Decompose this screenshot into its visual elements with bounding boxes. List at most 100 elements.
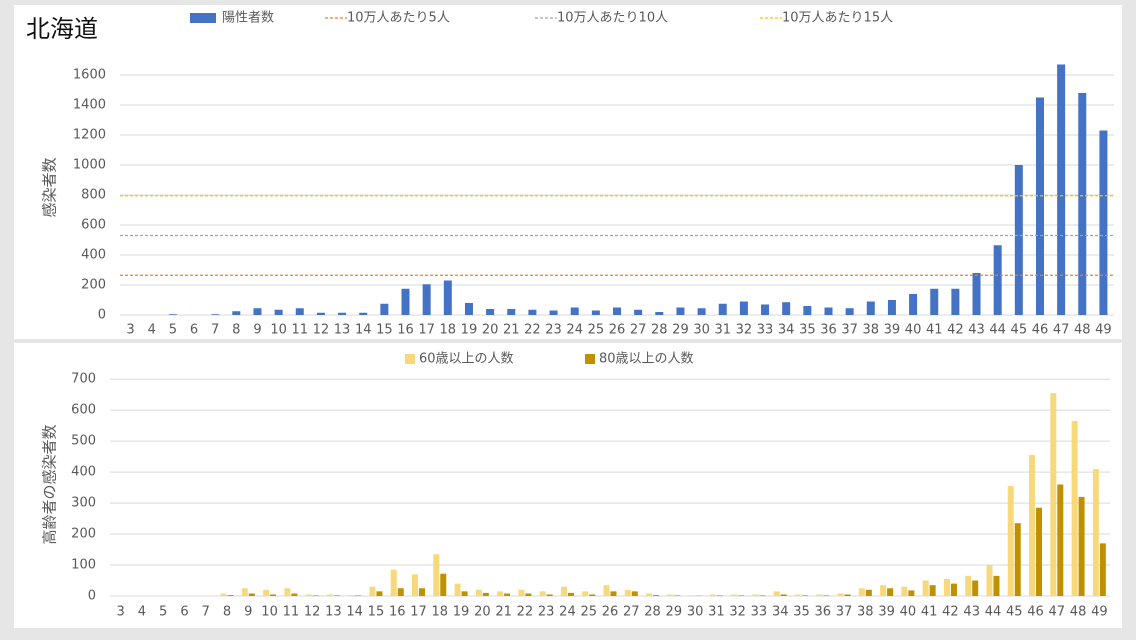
y-tick-label: 1000 bbox=[73, 158, 106, 173]
x-tick-label: 9 bbox=[244, 605, 252, 620]
x-tick-label: 12 bbox=[304, 605, 321, 620]
bar bbox=[486, 309, 495, 315]
bar bbox=[930, 288, 939, 315]
bar bbox=[634, 309, 643, 315]
bar bbox=[824, 307, 833, 315]
x-tick-label: 14 bbox=[355, 323, 372, 338]
bar bbox=[419, 588, 426, 596]
bar bbox=[794, 594, 801, 596]
x-tick-label: 48 bbox=[1074, 323, 1091, 338]
bar bbox=[291, 593, 298, 596]
x-tick-label: 42 bbox=[947, 323, 964, 338]
x-tick-label: 26 bbox=[602, 605, 619, 620]
bar bbox=[782, 302, 791, 315]
bar bbox=[504, 593, 511, 596]
y-tick-label: 0 bbox=[88, 589, 96, 604]
x-tick-label: 46 bbox=[1027, 605, 1044, 620]
x-tick-label: 3 bbox=[116, 605, 124, 620]
y-tick-label: 300 bbox=[71, 496, 96, 511]
bar bbox=[567, 592, 574, 596]
bar bbox=[376, 591, 383, 596]
bar bbox=[440, 573, 447, 596]
bar bbox=[866, 301, 875, 315]
bar bbox=[253, 308, 262, 315]
bar bbox=[312, 595, 319, 596]
bar bbox=[270, 594, 277, 596]
x-tick-label: 34 bbox=[772, 605, 789, 620]
bar bbox=[865, 589, 872, 596]
bar bbox=[412, 574, 419, 596]
legend-label: 陽性者数 bbox=[222, 11, 274, 26]
legend-swatch bbox=[190, 13, 216, 23]
x-tick-label: 6 bbox=[190, 323, 198, 338]
bar bbox=[305, 594, 312, 596]
bar bbox=[539, 591, 546, 596]
x-tick-label: 43 bbox=[963, 605, 980, 620]
x-tick-label: 27 bbox=[630, 323, 647, 338]
bar bbox=[422, 284, 431, 315]
x-tick-label: 29 bbox=[666, 605, 683, 620]
bar bbox=[1092, 469, 1099, 596]
bar bbox=[909, 294, 918, 315]
bar bbox=[709, 594, 716, 596]
y-tick-label: 600 bbox=[81, 218, 106, 233]
y-tick-label: 1600 bbox=[73, 68, 106, 83]
x-tick-label: 41 bbox=[921, 605, 938, 620]
x-tick-label: 32 bbox=[736, 323, 753, 338]
bar bbox=[624, 589, 631, 596]
bar bbox=[631, 591, 638, 596]
x-tick-label: 24 bbox=[559, 605, 576, 620]
x-tick-label: 21 bbox=[495, 605, 512, 620]
x-tick-label: 45 bbox=[1011, 323, 1028, 338]
bar bbox=[613, 307, 621, 315]
x-tick-label: 34 bbox=[778, 323, 795, 338]
x-tick-label: 47 bbox=[1049, 605, 1066, 620]
legend-label: 60歳以上の人数 bbox=[419, 352, 514, 367]
bar bbox=[816, 594, 823, 596]
y-tick-label: 800 bbox=[81, 188, 106, 203]
bar bbox=[359, 312, 368, 315]
bar bbox=[401, 288, 410, 315]
bar bbox=[1014, 165, 1023, 315]
bar bbox=[482, 592, 489, 596]
x-tick-label: 3 bbox=[126, 323, 134, 338]
legend-swatch bbox=[405, 354, 415, 364]
bar bbox=[1050, 393, 1057, 596]
bar bbox=[667, 594, 674, 596]
chart-title: 北海道 bbox=[26, 15, 98, 43]
bar bbox=[316, 312, 325, 315]
x-tick-label: 21 bbox=[503, 323, 520, 338]
x-tick-label: 6 bbox=[180, 605, 188, 620]
bar bbox=[1078, 93, 1087, 315]
x-tick-label: 20 bbox=[474, 605, 491, 620]
bar bbox=[518, 589, 525, 596]
bar bbox=[759, 595, 766, 596]
bar bbox=[844, 594, 851, 596]
x-tick-label: 7 bbox=[211, 323, 219, 338]
bar bbox=[338, 312, 347, 315]
x-tick-label: 35 bbox=[799, 323, 816, 338]
bar bbox=[464, 303, 473, 315]
x-tick-label: 46 bbox=[1032, 323, 1049, 338]
bar bbox=[220, 593, 227, 596]
bar bbox=[241, 588, 248, 596]
x-tick-label: 39 bbox=[878, 605, 895, 620]
panel-top bbox=[14, 5, 1122, 339]
bar bbox=[1099, 130, 1108, 315]
x-tick-label: 31 bbox=[708, 605, 725, 620]
bar bbox=[390, 569, 397, 596]
y-axis-label: 感染者数 bbox=[41, 157, 59, 217]
y-tick-label: 200 bbox=[81, 278, 106, 293]
x-tick-label: 4 bbox=[138, 605, 146, 620]
bar bbox=[603, 585, 610, 596]
x-tick-label: 23 bbox=[545, 323, 562, 338]
bar bbox=[1071, 421, 1078, 596]
x-tick-label: 39 bbox=[884, 323, 901, 338]
y-tick-label: 400 bbox=[71, 465, 96, 480]
bar bbox=[1099, 543, 1106, 596]
bar bbox=[731, 594, 738, 596]
bar bbox=[274, 309, 283, 315]
bar bbox=[497, 591, 504, 596]
bar bbox=[1007, 486, 1014, 596]
bar bbox=[697, 308, 706, 315]
